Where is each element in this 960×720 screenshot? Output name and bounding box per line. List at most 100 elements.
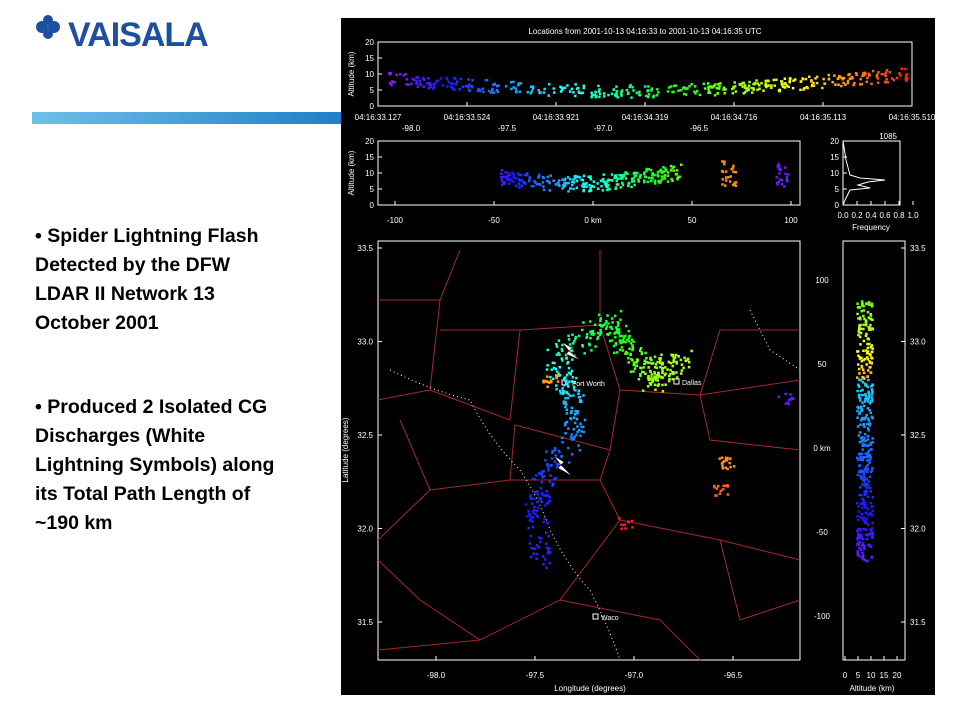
source-dot: [573, 175, 576, 178]
label: 5: [835, 185, 840, 194]
source-dot: [859, 343, 862, 346]
source-dot: [730, 167, 733, 171]
source-dot: [620, 174, 624, 177]
source-dot: [602, 173, 605, 176]
source-dot: [651, 172, 654, 175]
source-dot: [450, 85, 453, 89]
source-dot: [567, 385, 570, 388]
source-dot: [674, 172, 678, 176]
source-dot: [905, 72, 909, 76]
source-dot: [868, 486, 872, 490]
source-dot: [863, 455, 866, 459]
source-dot: [637, 178, 640, 181]
source-dot: [597, 335, 600, 339]
source-dot: [704, 87, 707, 90]
source-dot: [620, 346, 624, 349]
source-dot: [764, 82, 768, 85]
source-dot: [533, 505, 536, 509]
label: 04:16:33.524: [444, 113, 491, 122]
source-dot: [650, 87, 654, 90]
source-dot: [666, 90, 670, 93]
source-dot: [659, 365, 662, 369]
source-dot: [562, 184, 565, 187]
source-dot: [557, 339, 561, 342]
source-dot: [602, 180, 606, 183]
source-dot: [632, 363, 636, 367]
source-dot: [520, 179, 523, 182]
source-dot: [870, 532, 873, 536]
source-dot: [547, 534, 550, 538]
source-dot: [853, 81, 856, 85]
source-dot: [732, 85, 735, 89]
source-dot: [624, 177, 628, 180]
source-dot: [533, 491, 537, 494]
source-dot: [868, 424, 871, 427]
source-dot: [567, 371, 571, 375]
source-dot: [669, 368, 672, 372]
source-dot: [620, 334, 624, 338]
source-dot: [863, 490, 866, 493]
source-dot: [555, 345, 559, 348]
source-dot: [624, 171, 628, 175]
source-dot: [862, 499, 866, 503]
source-dot: [446, 85, 449, 88]
source-dot: [582, 84, 585, 87]
source-dot: [868, 342, 871, 346]
source-dot: [860, 418, 863, 422]
source-dot: [870, 302, 874, 306]
source-dot: [416, 76, 420, 79]
source-dot: [871, 527, 874, 530]
source-dot: [554, 367, 557, 371]
source-dot: [904, 74, 908, 77]
source-dot: [588, 343, 591, 347]
source-dot: [649, 369, 652, 373]
source-dot: [489, 91, 493, 94]
source-dot: [664, 366, 667, 369]
source-dot: [862, 323, 865, 327]
source-dot: [734, 181, 738, 184]
label: 32.0: [910, 525, 926, 534]
source-dot: [567, 338, 571, 341]
source-dot: [863, 520, 866, 523]
source-dot: [731, 92, 735, 95]
source-dot: [688, 84, 691, 88]
source-dot: [564, 432, 567, 435]
source-dot: [863, 547, 866, 550]
source-dot: [891, 77, 894, 80]
source-dot: [675, 362, 678, 365]
source-dot: [410, 82, 413, 85]
source-dot: [871, 384, 875, 387]
source-dot: [561, 387, 564, 390]
source-dot: [871, 514, 874, 517]
source-dot: [869, 448, 873, 451]
source-dot: [631, 348, 634, 352]
source-dot: [868, 326, 872, 330]
source-dot: [858, 335, 862, 339]
source-dot: [858, 411, 861, 415]
source-dot: [858, 316, 862, 319]
source-dot: [552, 87, 555, 90]
source-dot: [632, 180, 636, 183]
source-dot: [596, 331, 600, 335]
source-dot: [861, 388, 864, 392]
source-dot: [723, 162, 726, 166]
source-dot: [550, 457, 554, 460]
source-dot: [680, 363, 684, 366]
source-dot: [506, 171, 510, 175]
source-dot: [861, 551, 864, 555]
source-dot: [465, 84, 468, 88]
source-dot: [563, 423, 567, 427]
source-dot: [860, 452, 863, 455]
source-dot: [862, 544, 866, 547]
label: 32.5: [910, 431, 926, 440]
source-dot: [405, 78, 408, 81]
source-dot: [636, 171, 639, 175]
label: 1085: [879, 132, 897, 141]
source-dot: [868, 453, 871, 456]
source-dot: [574, 83, 577, 86]
label: 04:16:35.113: [800, 113, 847, 122]
source-dot: [606, 180, 609, 183]
source-dot: [561, 349, 564, 352]
source-dot: [629, 341, 633, 345]
source-dot: [892, 78, 896, 82]
